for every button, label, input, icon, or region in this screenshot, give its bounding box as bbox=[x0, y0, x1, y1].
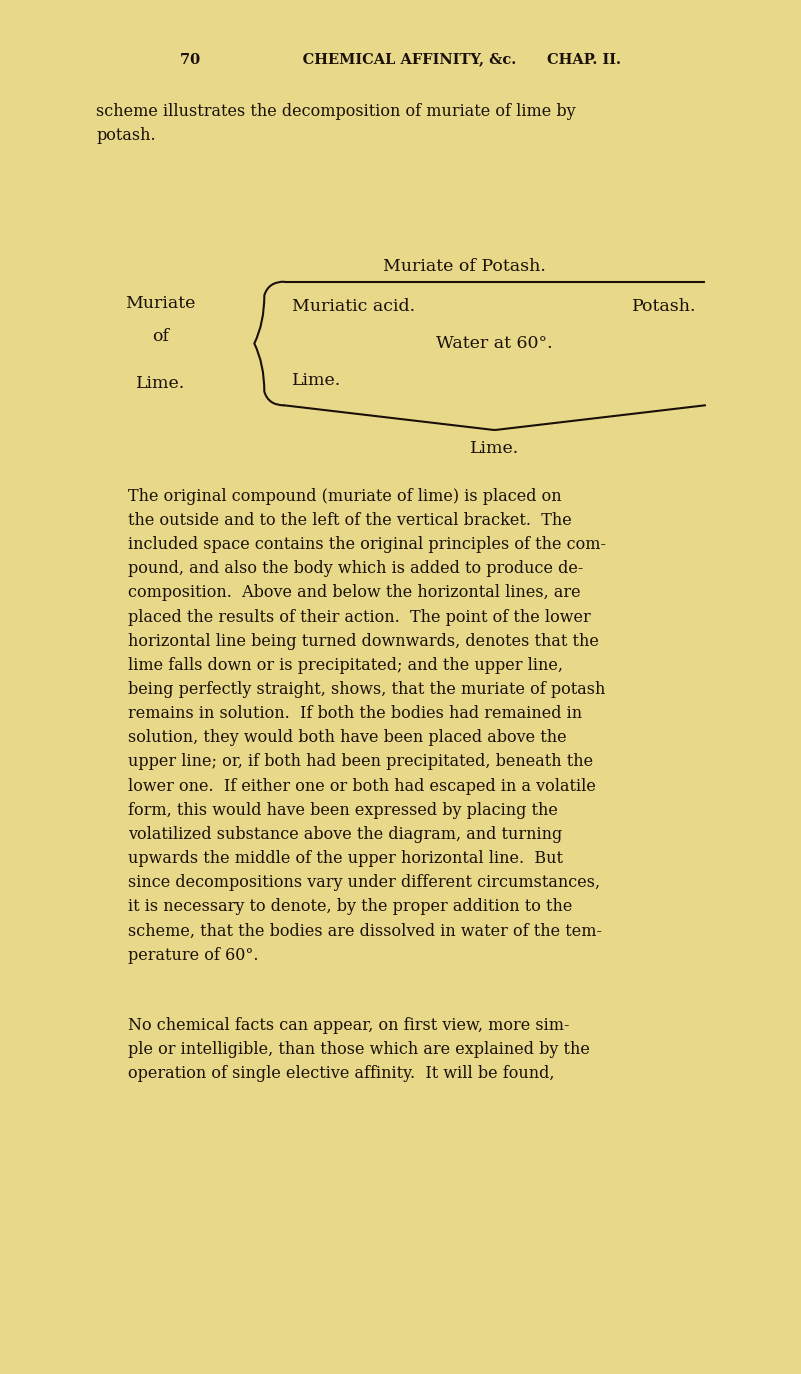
Text: Muriate: Muriate bbox=[125, 295, 195, 312]
Text: 70                    CHEMICAL AFFINITY, &c.      CHAP. II.: 70 CHEMICAL AFFINITY, &c. CHAP. II. bbox=[180, 52, 621, 66]
Text: Lime.: Lime. bbox=[292, 372, 341, 389]
Text: Muriate of Potash.: Muriate of Potash. bbox=[383, 258, 546, 275]
Text: of: of bbox=[151, 328, 169, 345]
Text: No chemical facts can appear, on first view, more sim-
ple or intelligible, than: No chemical facts can appear, on first v… bbox=[128, 1017, 590, 1083]
Text: Water at 60°.: Water at 60°. bbox=[437, 335, 553, 352]
Text: Potash.: Potash. bbox=[632, 298, 697, 315]
Text: Lime.: Lime. bbox=[470, 440, 519, 456]
Text: scheme illustrates the decomposition of muriate of lime by
potash.: scheme illustrates the decomposition of … bbox=[96, 103, 576, 143]
Text: Muriatic acid.: Muriatic acid. bbox=[292, 298, 416, 315]
Text: Lime.: Lime. bbox=[135, 375, 185, 392]
Text: The original compound (muriate of lime) is placed on
the outside and to the left: The original compound (muriate of lime) … bbox=[128, 488, 606, 963]
